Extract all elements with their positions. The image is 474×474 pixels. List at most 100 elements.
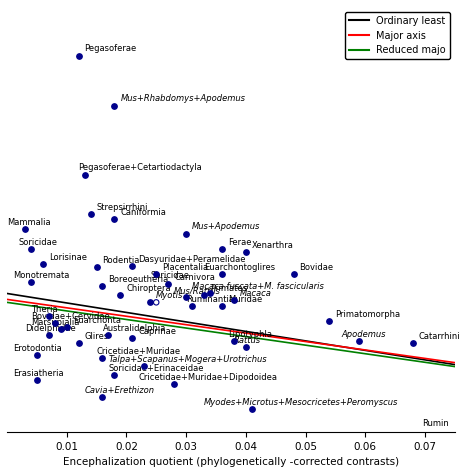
Point	[99, 282, 106, 289]
Text: Pegasoferae+Cetartiodactyla: Pegasoferae+Cetartiodactyla	[79, 163, 202, 172]
Text: Caprinae: Caprinae	[138, 327, 176, 336]
Text: Erotodontia: Erotodontia	[13, 344, 62, 353]
Text: Mammalia: Mammalia	[7, 218, 51, 227]
Text: Erasiatheria: Erasiatheria	[13, 369, 64, 378]
Text: Primates: Primates	[210, 284, 247, 293]
Text: Soricidae+Erinaceidae: Soricidae+Erinaceidae	[109, 365, 204, 374]
Text: Bovidae+Cervidae: Bovidae+Cervidae	[31, 312, 109, 321]
Point	[409, 339, 417, 346]
Text: Euarchonta: Euarchonta	[73, 316, 120, 325]
Text: Xenarthra: Xenarthra	[252, 241, 294, 250]
Legend: Ordinary least, Major axis, Reduced majo: Ordinary least, Major axis, Reduced majo	[346, 12, 450, 59]
Point	[33, 351, 41, 358]
Text: Soricidae: Soricidae	[19, 238, 58, 247]
Point	[45, 331, 53, 339]
Point	[128, 334, 136, 342]
Text: Dasyuridae+Peramelidae: Dasyuridae+Peramelidae	[138, 255, 246, 264]
Text: Caniformia: Caniformia	[120, 209, 166, 218]
Text: Myotis: Myotis	[156, 292, 183, 301]
Text: Rumin: Rumin	[422, 419, 449, 428]
Point	[218, 302, 226, 310]
Point	[218, 270, 226, 277]
Point	[27, 278, 35, 285]
Point	[170, 381, 178, 388]
Point	[182, 293, 190, 301]
Text: Theria: Theria	[31, 305, 57, 314]
Text: Cavia+Erethizon: Cavia+Erethizon	[84, 386, 155, 395]
Point	[75, 339, 82, 346]
Text: Cricetidae+Muridae+Dipodoidea: Cricetidae+Muridae+Dipodoidea	[138, 374, 277, 383]
Text: Glires: Glires	[84, 332, 109, 341]
Text: Carnivora: Carnivora	[174, 273, 215, 282]
Point	[230, 297, 237, 304]
Text: Ferae: Ferae	[228, 238, 251, 247]
Text: Rodentia: Rodentia	[102, 256, 140, 265]
Text: Catarrhini: Catarrhini	[419, 332, 461, 341]
Point	[206, 290, 214, 297]
Point	[153, 270, 160, 277]
Text: Marsupialia: Marsupialia	[31, 318, 79, 327]
Point	[242, 343, 250, 351]
Point	[140, 362, 148, 369]
Point	[75, 53, 82, 60]
Text: Monotremata: Monotremata	[13, 271, 69, 280]
Text: Chiroptera: Chiroptera	[127, 284, 171, 293]
Text: Cricetidae+Muridae: Cricetidae+Muridae	[97, 346, 181, 356]
Text: Soricidae: Soricidae	[150, 271, 189, 280]
Point	[153, 299, 160, 306]
Text: Muridae: Muridae	[228, 295, 262, 304]
Text: Australidelphia: Australidelphia	[102, 324, 166, 333]
Point	[57, 325, 64, 333]
Text: Ruminantia: Ruminantia	[186, 295, 234, 304]
Text: Lorisinae: Lorisinae	[49, 253, 87, 262]
Text: Euarchontoglires: Euarchontoglires	[204, 263, 275, 272]
Text: Bovidae: Bovidae	[300, 263, 334, 272]
Point	[230, 337, 237, 345]
Text: Apodemus: Apodemus	[341, 330, 386, 339]
Text: Talpa+Scapanus+Mogera+Urotrichus: Talpa+Scapanus+Mogera+Urotrichus	[109, 355, 267, 364]
Text: Pegasoferae: Pegasoferae	[84, 45, 137, 54]
X-axis label: Encephalization quotient (phylogenetically -corrected contrasts): Encephalization quotient (phylogenetical…	[63, 457, 399, 467]
Point	[146, 299, 154, 306]
Point	[33, 377, 41, 384]
Text: Macaca fuscata+M. fascicularis: Macaca fuscata+M. fascicularis	[192, 283, 324, 292]
Point	[27, 245, 35, 253]
Text: Myodes+Microtus+Mesocricetes+Peromyscus: Myodes+Microtus+Mesocricetes+Peromyscus	[204, 398, 398, 407]
Point	[248, 405, 255, 413]
Point	[242, 248, 250, 256]
Text: Mus+Apodemus: Mus+Apodemus	[192, 222, 260, 231]
Point	[110, 102, 118, 109]
Point	[326, 317, 333, 325]
Point	[117, 292, 124, 299]
Point	[63, 323, 71, 331]
Point	[51, 319, 58, 327]
Point	[290, 270, 297, 277]
Point	[99, 393, 106, 401]
Point	[164, 280, 172, 287]
Point	[93, 263, 100, 271]
Point	[110, 372, 118, 379]
Text: Macaca: Macaca	[240, 290, 272, 299]
Point	[87, 210, 94, 218]
Point	[218, 245, 226, 253]
Point	[200, 292, 208, 299]
Point	[356, 337, 363, 345]
Text: Boreoeutheria: Boreoeutheria	[109, 274, 169, 283]
Point	[99, 354, 106, 362]
Point	[81, 171, 88, 179]
Point	[110, 216, 118, 223]
Point	[105, 331, 112, 339]
Text: Mus/Rattus: Mus/Rattus	[174, 286, 221, 295]
Text: Lipotyphla: Lipotyphla	[228, 330, 272, 339]
Text: Mus+Rhabdomys+Apodemus: Mus+Rhabdomys+Apodemus	[120, 94, 246, 103]
Point	[39, 260, 46, 268]
Text: Didelphidae: Didelphidae	[25, 324, 76, 333]
Point	[21, 226, 28, 233]
Point	[188, 302, 196, 310]
Point	[182, 230, 190, 238]
Text: Strepsirrhini: Strepsirrhini	[97, 203, 148, 212]
Point	[45, 312, 53, 320]
Text: Placentalia: Placentalia	[162, 263, 209, 272]
Point	[128, 262, 136, 270]
Text: Primatomorpha: Primatomorpha	[336, 310, 401, 319]
